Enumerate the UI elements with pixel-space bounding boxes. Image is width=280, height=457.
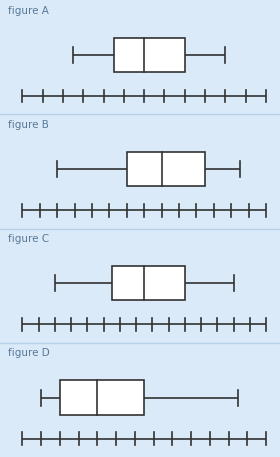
Text: figure C: figure C (8, 234, 50, 244)
Bar (127, 152, 205, 186)
Bar (112, 266, 185, 301)
Text: figure A: figure A (8, 5, 49, 16)
Text: figure B: figure B (8, 120, 49, 130)
Bar (114, 38, 185, 72)
Text: figure D: figure D (8, 348, 50, 358)
Bar (60, 380, 144, 415)
